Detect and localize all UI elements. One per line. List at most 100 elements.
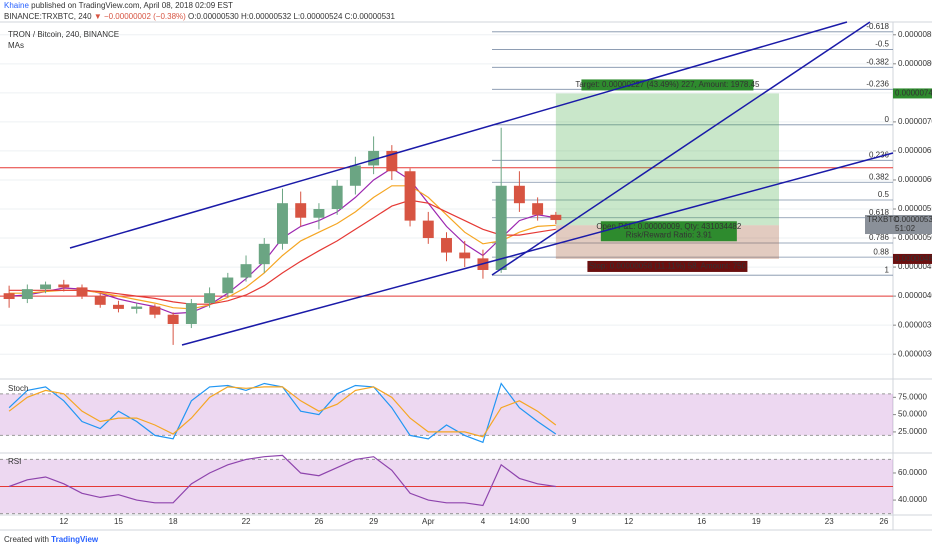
pane-title: Stoch: [8, 384, 28, 393]
candle-body: [368, 150, 380, 166]
x-tick-label: 23: [825, 517, 834, 526]
author: Khaine: [4, 1, 29, 10]
y-tick-label: 40.0000: [898, 495, 927, 504]
candle-body: [513, 185, 525, 204]
candle-body: [58, 284, 70, 288]
candle-body: [204, 293, 216, 304]
x-tick-label: 15: [114, 517, 123, 526]
y-tick-label: 0.00000350: [898, 320, 932, 329]
x-tick-label: 9: [572, 517, 577, 526]
fib-label: 0.236: [869, 150, 890, 159]
y-tick-label: 60.0000: [898, 468, 927, 477]
plot: 12 15 18 22 26 29 Apr 4 14:00 9 12 16 19 23 26 0.000003…: [0, 22, 932, 526]
y-tick-label: 0.00000450: [898, 262, 932, 271]
indicator-line: [8, 386, 557, 438]
candle-body: [185, 303, 197, 324]
y-tick-label: 0.00000650: [898, 146, 932, 155]
pane-title: RSI: [8, 457, 21, 466]
candle-body: [277, 203, 288, 244]
candle-body: [112, 304, 124, 309]
indicator-label: MAs: [8, 41, 24, 50]
pnl-label-bg: [600, 221, 737, 242]
target-label-bg: [581, 79, 754, 91]
candle-body: [240, 264, 252, 278]
y-tick-label: 0.00000850: [898, 30, 932, 39]
header-line-2: BINANCE:TRXBTC, 240 ▼ −0.00000002 (−0.38…: [4, 12, 395, 21]
indicator-line: [8, 454, 556, 507]
open: O:0.00000530: [188, 12, 239, 21]
symbol-tag: TRXBTC: [867, 215, 899, 224]
y-tick-label: 0.00000600: [898, 175, 932, 184]
y-tick-label: 0.00000550: [898, 204, 932, 213]
x-tick-label: 14:00: [509, 517, 530, 526]
candle-body: [459, 252, 471, 259]
band: [0, 393, 893, 436]
candle-body: [295, 203, 307, 218]
moving-average: [9, 185, 556, 310]
fib-label: 0.5: [878, 190, 890, 199]
high: H:0.00000532: [241, 12, 292, 21]
brand: TradingView: [51, 535, 99, 544]
symbol: BINANCE:TRXBTC, 240: [4, 12, 92, 21]
fib-label: -0.5: [875, 40, 889, 49]
x-tick-label: 26: [314, 517, 323, 526]
candle-body: [149, 306, 161, 315]
candle-body: [3, 293, 15, 300]
y-tick-label: 75.0000: [898, 392, 927, 401]
fib-label: -0.236: [866, 79, 889, 88]
change: ▼ −0.00000002 (−0.38%): [94, 12, 186, 21]
fib-label: -0.382: [866, 57, 889, 66]
y-tick-label: 0.00000500: [898, 233, 932, 242]
y-tick-label: 0.00000700: [898, 117, 932, 126]
fib-label: -0.618: [866, 22, 889, 31]
target-price-tag-bg: [893, 88, 932, 99]
rr-label: Risk/Reward Ratio: 3.91: [626, 230, 713, 239]
created: Created with: [4, 535, 49, 544]
pnl-label: Open P&L: 0.00000009, Qty: 431034482: [596, 222, 742, 231]
candle-body: [222, 277, 234, 294]
candle-body: [76, 287, 88, 297]
candle-body: [441, 238, 452, 253]
header-line-1: Khaine published on TradingView.com, Apr…: [4, 1, 233, 10]
candle-body: [313, 209, 325, 218]
trend-lines: [69, 21, 894, 346]
stop-label-bg: [587, 260, 748, 272]
stop-price-tag: 0.00000464: [895, 254, 932, 263]
x-tick-label: 16: [697, 517, 706, 526]
candle-body: [386, 150, 398, 172]
stop-label: Stop: 0.00000058 (11.11%) 58, Amount: 75…: [589, 262, 747, 271]
trend-line: [491, 21, 871, 276]
close: C:0.00000531: [345, 12, 396, 21]
footer: Created with TradingView: [4, 535, 99, 544]
x-tick-label: 29: [369, 517, 378, 526]
x-tick-label: 4: [481, 517, 486, 526]
candle-body: [331, 185, 343, 210]
low: L:0.00000524: [293, 12, 342, 21]
x-tick-label: 26: [879, 517, 888, 526]
fib-label: 1: [885, 265, 890, 274]
x-tick-label: 22: [242, 517, 251, 526]
candle-body: [349, 165, 361, 186]
y-tick-label: 25.0000: [898, 427, 927, 436]
stop-price-tag-bg: [893, 253, 932, 264]
y-tick-label: 50.0000: [898, 410, 927, 419]
fib-label: 0.618: [869, 208, 890, 217]
last-price: 0.00000531: [895, 215, 932, 224]
candle-body: [258, 243, 270, 265]
candle-body: [422, 220, 434, 239]
candle-body: [40, 284, 52, 290]
candle-body: [94, 296, 106, 305]
published: published on TradingView.com, April 08, …: [31, 1, 233, 10]
candle-body: [404, 171, 416, 221]
target-price-tag: 0.00000749: [895, 89, 932, 98]
fib-label: 0.786: [869, 233, 890, 242]
fib-label: 0.88: [873, 247, 889, 256]
x-tick-label: 18: [169, 517, 178, 526]
trend-line: [181, 152, 894, 346]
x-tick-label: Apr: [422, 517, 435, 526]
candle-body: [167, 314, 179, 324]
candle-body: [550, 214, 562, 221]
candle-body: [21, 289, 33, 300]
moving-average: [9, 199, 556, 305]
